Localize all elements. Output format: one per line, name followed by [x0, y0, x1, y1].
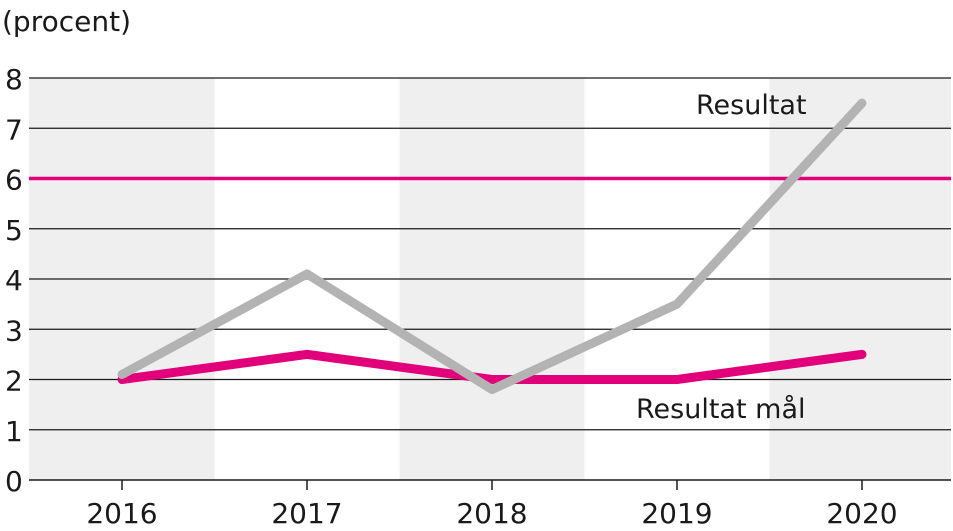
series-line-resultat-mal: [117, 349, 867, 384]
x-tick-label-2017: 2017: [271, 497, 342, 530]
x-tick-label-2019: 2019: [641, 497, 712, 530]
series-label-resultat: Resultat: [696, 90, 807, 121]
y-tick-label-3: 3: [5, 314, 23, 347]
x-axis-ticks: [121, 480, 863, 490]
y-axis-tick-labels: 0 1 2 3 4 5 6 7 8: [5, 63, 23, 498]
series-line-resultat: [117, 98, 867, 395]
y-tick-label-5: 5: [5, 214, 23, 247]
y-tick-label-6: 6: [5, 164, 23, 197]
y-tick-label-7: 7: [5, 113, 23, 146]
x-tick-label-2016: 2016: [86, 497, 157, 530]
x-axis-tick-labels: 2016 2017 2018 2019 2020: [86, 497, 897, 530]
y-tick-label-1: 1: [5, 415, 23, 448]
horizontal-gridlines: [29, 77, 951, 431]
series-label-resultat-mal: Resultat mål: [636, 394, 806, 425]
y-tick-label-0: 0: [5, 465, 23, 498]
series-lines: [117, 98, 867, 395]
y-axis-unit-label: (procent): [2, 5, 131, 38]
y-tick-label-4: 4: [5, 264, 23, 297]
x-tick-label-2020: 2020: [826, 497, 897, 530]
x-tick-label-2018: 2018: [456, 497, 527, 530]
y-tick-label-2: 2: [5, 365, 23, 398]
y-tick-label-8: 8: [5, 63, 23, 96]
